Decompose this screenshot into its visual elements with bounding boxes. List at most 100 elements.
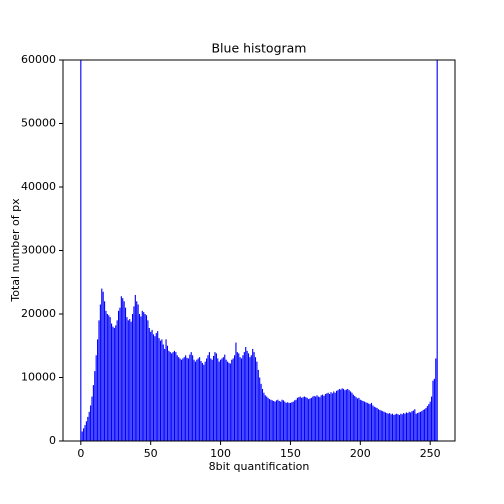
bar xyxy=(196,359,198,441)
bar xyxy=(296,397,298,441)
bar xyxy=(246,350,248,441)
bar xyxy=(207,355,209,441)
bar xyxy=(383,411,385,441)
bar xyxy=(421,411,423,441)
chart-title: Blue histogram xyxy=(211,41,306,56)
bar xyxy=(432,380,434,441)
bar xyxy=(233,355,236,441)
bar xyxy=(176,355,178,441)
bar xyxy=(418,412,420,441)
x-tick-label: 0 xyxy=(77,447,84,460)
bar xyxy=(299,396,301,441)
bar xyxy=(90,405,92,441)
bar xyxy=(161,339,163,441)
bar xyxy=(85,421,87,441)
bar xyxy=(424,409,426,441)
bar xyxy=(435,358,437,441)
bar xyxy=(369,404,371,441)
bar xyxy=(124,307,127,441)
bar xyxy=(122,298,124,441)
y-tick-label: 50000 xyxy=(21,117,56,130)
bar xyxy=(247,353,250,441)
y-axis-label: Total number of px xyxy=(9,198,22,303)
bar xyxy=(302,397,304,441)
bar xyxy=(164,348,166,441)
bar xyxy=(148,327,150,441)
bar xyxy=(320,395,322,441)
bar xyxy=(243,352,245,441)
bar xyxy=(330,392,332,441)
bar xyxy=(294,400,296,441)
bar xyxy=(213,355,215,441)
bar xyxy=(329,394,331,441)
bar xyxy=(256,361,258,441)
bar xyxy=(426,406,428,441)
bar xyxy=(186,357,188,441)
x-tick-label: 50 xyxy=(144,447,158,460)
bar xyxy=(287,402,289,441)
bar xyxy=(347,388,349,441)
bar xyxy=(222,357,224,441)
bar xyxy=(344,390,346,441)
bar xyxy=(365,402,367,441)
bar xyxy=(140,316,142,441)
bar xyxy=(273,400,275,441)
y-tick-label: 20000 xyxy=(21,307,56,320)
bar xyxy=(173,350,176,441)
y-tick-label: 40000 xyxy=(21,180,56,193)
bar xyxy=(327,392,329,441)
bar xyxy=(298,397,300,441)
bar xyxy=(144,314,146,441)
bar xyxy=(411,411,413,441)
bar xyxy=(123,301,125,441)
bar xyxy=(178,357,180,441)
bar xyxy=(390,414,392,441)
bar xyxy=(274,401,276,441)
bar xyxy=(386,413,388,441)
bar xyxy=(417,413,419,441)
bar xyxy=(141,310,143,441)
x-tick-label: 200 xyxy=(350,447,371,460)
bar xyxy=(175,352,177,441)
bar xyxy=(180,359,182,441)
bar xyxy=(387,413,389,441)
bar xyxy=(133,306,135,441)
bar xyxy=(221,358,223,441)
bar xyxy=(254,357,257,441)
bar xyxy=(226,361,229,441)
bar xyxy=(403,413,405,441)
bar xyxy=(340,389,342,441)
bar xyxy=(433,378,435,441)
bar xyxy=(155,333,157,441)
bar xyxy=(394,414,396,441)
bar xyxy=(250,355,252,441)
bar xyxy=(354,395,356,441)
bar xyxy=(236,352,238,441)
bar xyxy=(88,411,90,441)
bar xyxy=(150,331,152,441)
x-tick-label: 150 xyxy=(280,447,301,460)
bar xyxy=(214,352,216,441)
bar xyxy=(358,397,360,441)
bars xyxy=(80,60,438,441)
bar xyxy=(291,402,293,441)
bar xyxy=(359,399,361,441)
bar xyxy=(200,360,202,441)
bar xyxy=(429,401,431,441)
bar xyxy=(115,325,117,441)
y-tick-label: 10000 xyxy=(21,371,56,384)
bar xyxy=(310,397,312,441)
bar xyxy=(317,396,319,441)
bar xyxy=(80,60,82,441)
bar xyxy=(165,339,167,441)
bar xyxy=(361,400,363,441)
bar xyxy=(158,338,160,441)
bar xyxy=(259,377,261,441)
bar xyxy=(117,310,120,441)
bar xyxy=(368,403,370,441)
bar xyxy=(405,412,407,441)
bar xyxy=(231,359,233,441)
bar xyxy=(134,294,136,441)
bar xyxy=(393,414,395,441)
bar xyxy=(238,353,240,441)
